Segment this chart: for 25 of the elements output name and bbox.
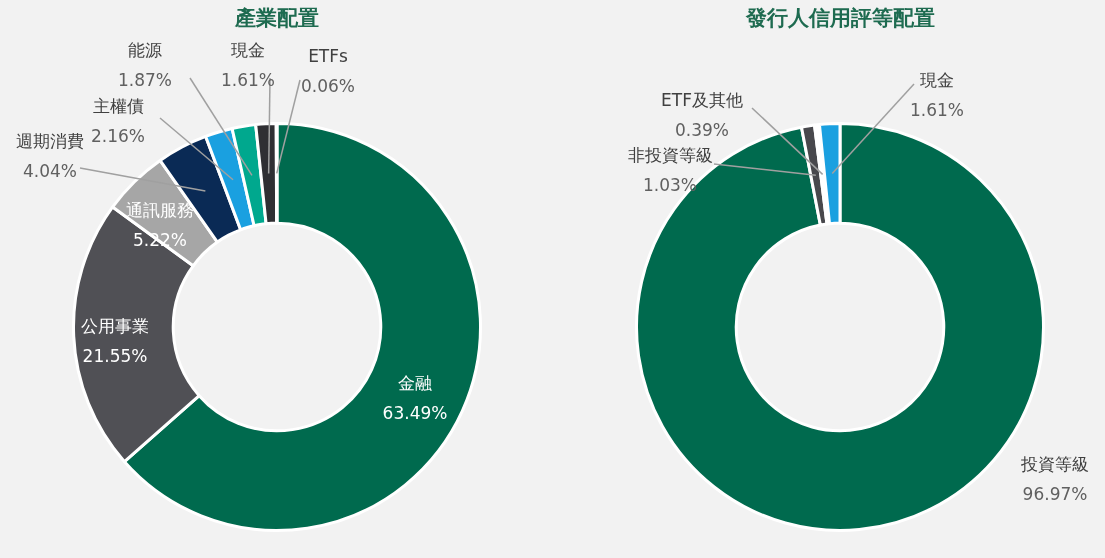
chart-title: 發行人信用評等配置 (744, 6, 935, 31)
data-label: 96.97% (1022, 484, 1088, 505)
data-label: 21.55% (82, 346, 148, 367)
data-label: 1.87% (117, 70, 173, 91)
data-label: 0.39% (674, 120, 730, 141)
data-label: 1.03% (642, 175, 698, 196)
slice-label: 金融 (398, 373, 432, 394)
data-label: 4.04% (22, 161, 78, 182)
chart-title: 產業配置 (234, 6, 319, 31)
slice-label: 公用事業 (81, 316, 149, 337)
data-label: 63.49% (382, 403, 448, 424)
data-label: 0.06% (300, 76, 356, 97)
slice-label: 能源 (128, 40, 162, 61)
data-label: 2.16% (90, 126, 146, 147)
slice-label: 週期消費 (16, 131, 84, 152)
slice-label: 通訊服務 (126, 200, 194, 221)
slice-label: 現金 (231, 40, 265, 61)
slice-label: ETFs (308, 46, 349, 67)
slice-label: 現金 (920, 70, 954, 91)
data-label: 1.61% (220, 70, 276, 91)
slice-label: 主權債 (92, 96, 144, 117)
data-label: 1.61% (909, 100, 965, 121)
slice-label: 非投資等級 (627, 145, 713, 166)
slice-label: ETF及其他 (661, 90, 743, 111)
slice-label: 投資等級 (1020, 454, 1089, 475)
